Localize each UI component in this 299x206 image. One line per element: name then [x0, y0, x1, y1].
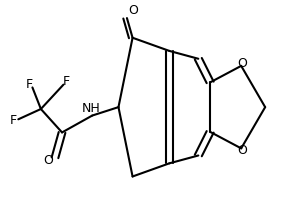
Text: F: F — [10, 114, 17, 127]
Text: O: O — [238, 144, 248, 157]
Text: O: O — [43, 154, 53, 167]
Text: F: F — [63, 75, 70, 88]
Text: O: O — [128, 4, 138, 17]
Text: NH: NH — [82, 102, 101, 115]
Text: F: F — [25, 78, 33, 91]
Text: O: O — [238, 57, 248, 70]
